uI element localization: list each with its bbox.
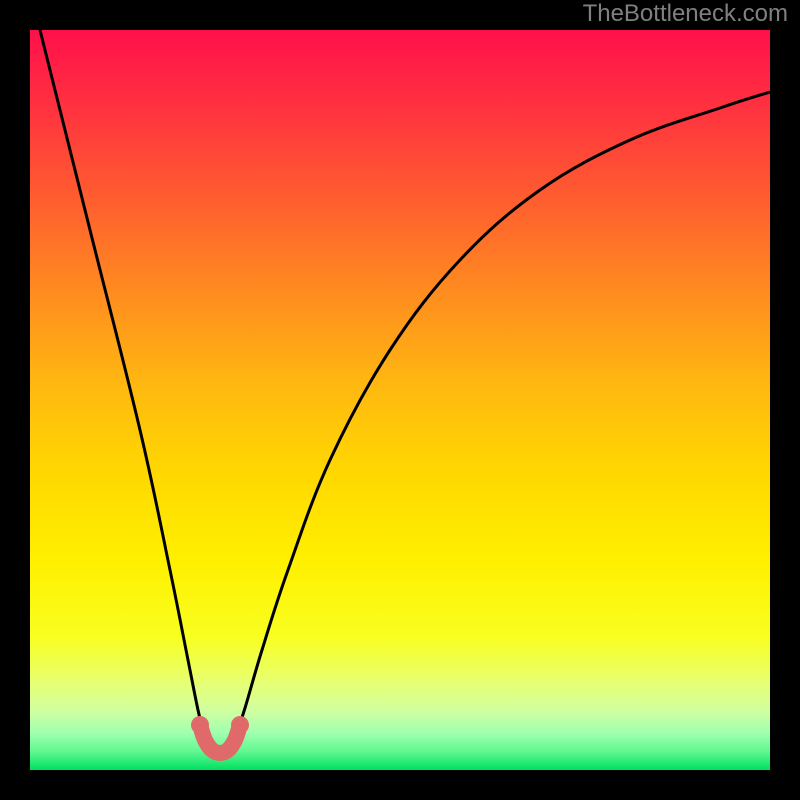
valley-marker-dot <box>231 716 249 734</box>
plot-svg <box>30 30 770 770</box>
watermark-text: TheBottleneck.com <box>583 0 788 28</box>
plot-area <box>30 30 770 770</box>
gradient-background <box>30 30 770 770</box>
valley-marker-dot <box>191 716 209 734</box>
